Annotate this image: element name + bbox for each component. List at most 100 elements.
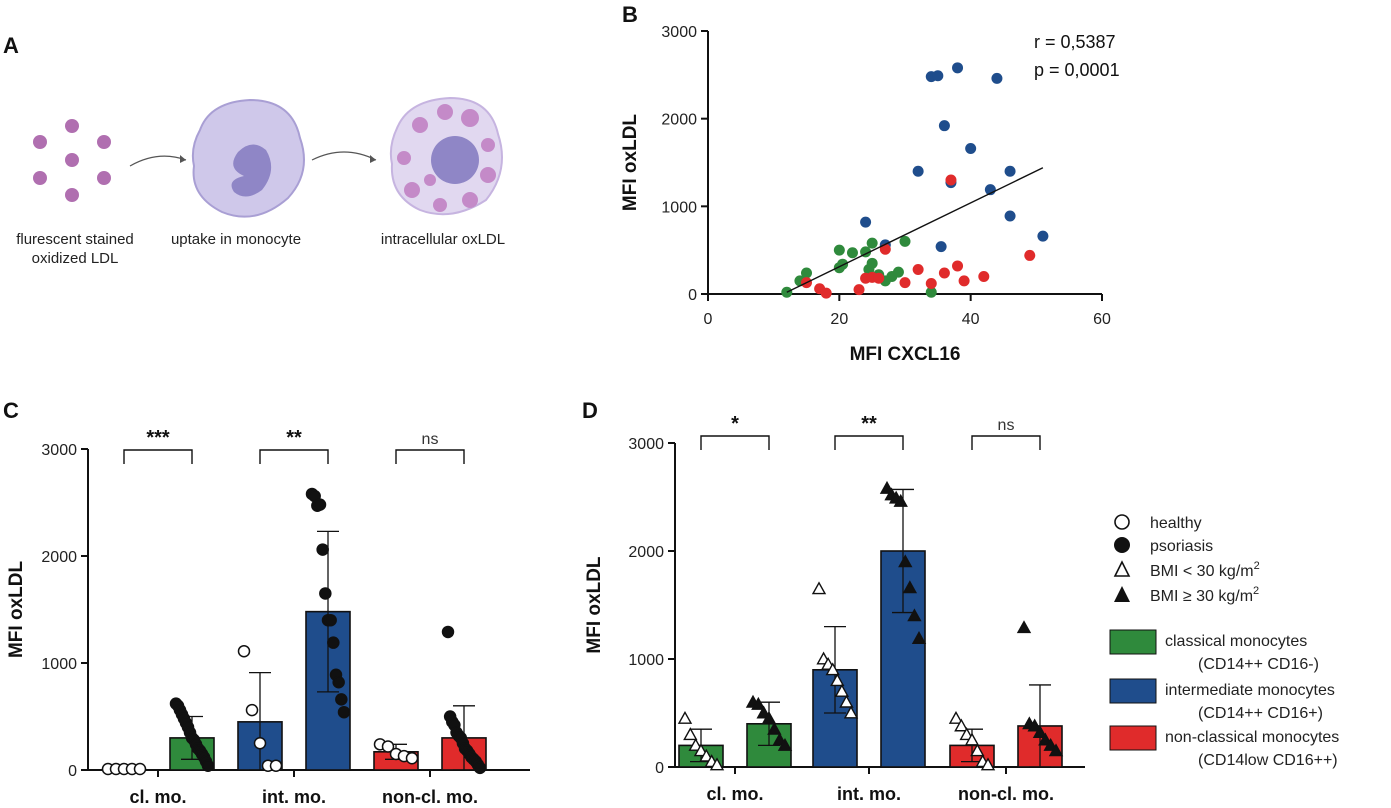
scatter-point [912, 263, 924, 275]
scatter-point [932, 70, 944, 82]
data-point [677, 710, 693, 724]
scatter-point [801, 267, 812, 279]
data-point [751, 696, 766, 710]
data-point [699, 748, 714, 762]
data-point [316, 543, 329, 556]
data-point [1048, 743, 1064, 757]
data-point [473, 761, 487, 775]
caption-ldl-line2: oxidized LDL [32, 250, 119, 267]
y-tick-label: 2000 [41, 549, 77, 566]
scatter-point [938, 120, 950, 132]
data-point [1043, 737, 1058, 751]
correlation-r: r = 0,5387 [1034, 32, 1116, 52]
data-point [253, 737, 267, 750]
data-point [959, 727, 974, 741]
legend-nonclassical-markers: (CD14low CD16++) [1198, 752, 1338, 769]
scatter-point [945, 174, 957, 186]
scatter-point [952, 62, 964, 74]
data-point [777, 737, 793, 751]
scatter-point [1004, 165, 1016, 177]
data-point [1032, 724, 1048, 738]
data-point [911, 631, 927, 644]
arrow-icon [129, 155, 187, 167]
caption-intracellular: intracellular oxLDL [381, 231, 505, 248]
y-tick-label: 0 [688, 287, 697, 304]
data-point [441, 625, 455, 639]
regression-line [786, 167, 1044, 293]
panel-label-a: A [3, 33, 19, 58]
data-point [811, 581, 827, 595]
y-tick-label: 1000 [661, 199, 697, 216]
significance-label: * [731, 413, 739, 435]
scatter-point [1024, 249, 1036, 261]
significance-label: *** [146, 427, 170, 449]
data-point [907, 608, 922, 622]
legend-healthy: healthy [1150, 515, 1202, 532]
significance-bracket [700, 435, 770, 450]
legend: healthy psoriasis BMI < 30 kg/m2 BMI ≥ 3… [1109, 514, 1339, 769]
scatter-point [1004, 210, 1016, 222]
data-point [319, 587, 332, 600]
significance-label: ** [861, 413, 877, 435]
data-point [834, 683, 850, 697]
panel-b-scatter-chart: B 0 1000 2000 3000 0 20 40 60 MFI CXCL16 MFI oxLD… [620, 2, 1120, 365]
panel-label-d: D [582, 398, 598, 423]
x-tick-label: 40 [962, 311, 980, 328]
data-point [767, 721, 782, 735]
data-point [970, 743, 985, 757]
scatter-point [938, 267, 950, 279]
scatter-point [833, 262, 845, 274]
y-tick-label: 3000 [628, 436, 664, 453]
significance-bracket [834, 435, 904, 450]
y-tick-label: 1000 [628, 652, 664, 669]
data-point [1027, 718, 1042, 732]
scatter-point [873, 272, 885, 284]
arrow-icon [311, 151, 377, 161]
legend-swatch-nonclassical [1109, 725, 1157, 751]
open-circle-icon [1114, 514, 1130, 530]
category-label: non-cl. mo. [382, 787, 478, 807]
y-tick-label: 3000 [41, 442, 77, 459]
scatter-point [952, 260, 964, 272]
scatter-point [978, 270, 990, 282]
data-point [980, 757, 996, 771]
x-tick-label: 20 [830, 311, 848, 328]
x-axis-title: MFI CXCL16 [850, 344, 961, 365]
scatter-point [925, 286, 937, 298]
y-tick-label: 2000 [661, 112, 697, 129]
data-point [902, 580, 918, 594]
monocyte-illustration [191, 98, 305, 218]
scatter-point [991, 72, 1003, 84]
data-point [313, 498, 327, 511]
data-point [893, 493, 908, 507]
filled-triangle-icon [1114, 586, 1130, 602]
caption-ldl-line1: flurescent stained [16, 231, 134, 248]
data-point [948, 710, 964, 724]
data-point [839, 694, 854, 708]
arrow-head-icon [180, 155, 186, 163]
data-point [683, 727, 698, 741]
legend-bmi-low: BMI < 30 kg/m2 [1150, 560, 1260, 580]
data-point [269, 759, 283, 772]
y-tick-label: 1000 [41, 656, 77, 673]
data-point [761, 710, 777, 724]
scatter-point [899, 277, 911, 289]
y-tick-label: 0 [68, 763, 77, 780]
data-point [825, 662, 840, 676]
significance-bracket [123, 449, 193, 464]
data-point [324, 613, 337, 627]
arrow-head-icon [370, 155, 376, 163]
correlation-p: p = 0,0001 [1034, 60, 1120, 80]
data-point [1016, 620, 1032, 634]
category-label: cl. mo. [706, 784, 763, 804]
data-point [332, 676, 345, 689]
legend-intermediate: intermediate monocytes [1165, 682, 1335, 699]
panel-label-c: C [3, 398, 19, 423]
data-point [201, 759, 215, 772]
significance-label: ns [998, 417, 1015, 434]
legend-classical-markers: (CD14++ CD16-) [1198, 656, 1319, 673]
legend-classical: classical monocytes [1165, 633, 1307, 650]
data-point [381, 740, 395, 753]
y-axis-title: MFI oxLDL [584, 556, 605, 653]
